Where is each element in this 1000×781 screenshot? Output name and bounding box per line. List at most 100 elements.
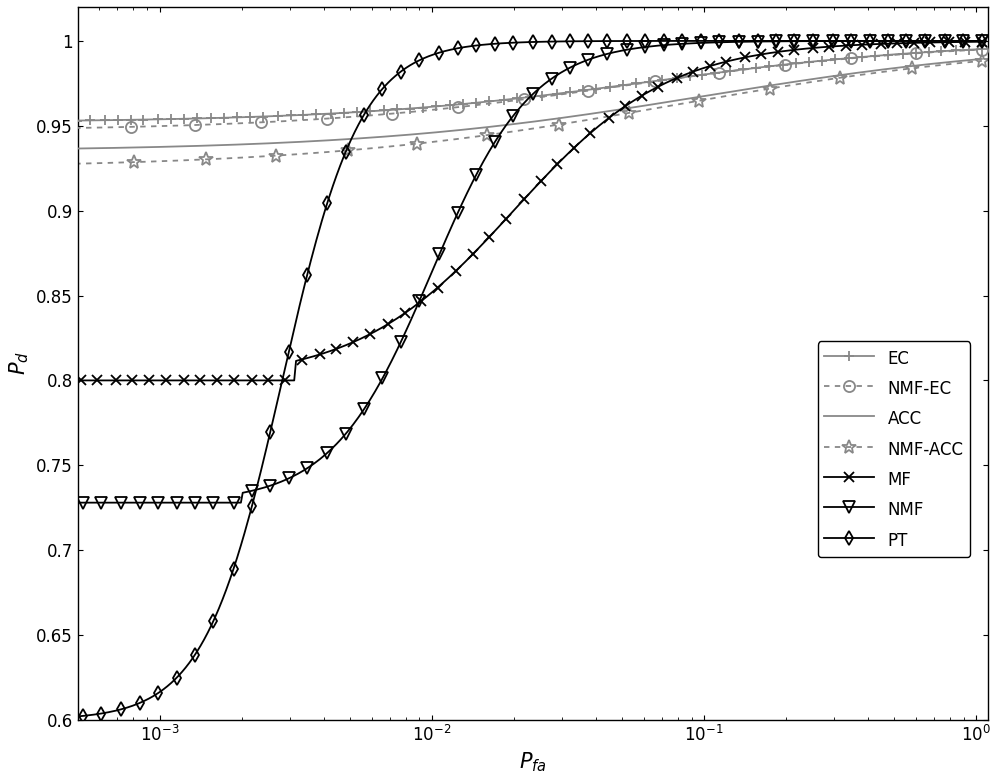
ACC <box>810 74 822 84</box>
NMF-EC <box>189 120 201 130</box>
PT <box>489 39 501 48</box>
EC <box>338 109 350 118</box>
NMF <box>321 448 333 458</box>
NMF <box>939 36 951 45</box>
NMF <box>546 74 558 84</box>
Line: NMF: NMF <box>59 35 987 508</box>
PT <box>470 41 482 50</box>
Line: MF: MF <box>60 37 987 385</box>
NMF <box>882 36 894 45</box>
PT <box>189 650 201 659</box>
NMF <box>639 42 651 52</box>
PT <box>264 427 276 437</box>
NMF <box>827 37 839 46</box>
NMF <box>77 498 89 508</box>
NMF <box>919 36 931 45</box>
PT <box>733 36 745 45</box>
NMF-ACC <box>481 130 493 140</box>
PT <box>976 36 988 45</box>
MF <box>58 376 70 385</box>
PT <box>283 348 295 357</box>
MF <box>875 39 887 48</box>
PT <box>301 270 313 280</box>
PT <box>527 37 539 47</box>
PT <box>207 616 219 626</box>
NMF <box>171 498 183 508</box>
NMF <box>695 38 707 48</box>
NMF-ACC <box>553 119 565 129</box>
Line: EC: EC <box>60 45 987 126</box>
NMF-EC <box>255 118 267 127</box>
NMF <box>264 481 276 490</box>
PT <box>807 36 819 45</box>
NMF <box>152 498 164 508</box>
NMF-ACC <box>976 56 988 66</box>
NMF <box>733 37 745 47</box>
NMF-ACC <box>200 155 212 164</box>
NMF <box>527 89 539 98</box>
PT <box>134 698 146 708</box>
PT <box>882 36 894 45</box>
EC <box>58 116 70 126</box>
NMF-EC <box>845 54 857 63</box>
NMF <box>864 36 876 45</box>
NMF <box>228 498 240 508</box>
NMF <box>601 49 613 59</box>
ACC <box>555 113 567 123</box>
ACC <box>954 56 966 66</box>
MF <box>399 308 411 318</box>
PT <box>358 110 370 119</box>
NMF-ACC <box>764 84 776 93</box>
NMF-EC <box>910 48 922 58</box>
NMF <box>582 55 594 64</box>
NMF <box>489 137 501 147</box>
NMF <box>807 37 819 46</box>
MF <box>160 376 172 385</box>
EC <box>272 111 284 120</box>
PT <box>340 147 352 156</box>
PT <box>564 37 576 46</box>
PT <box>452 44 464 53</box>
NMF <box>752 37 764 46</box>
PT <box>58 713 70 722</box>
NMF-EC <box>386 109 398 119</box>
MF <box>279 376 291 385</box>
MF <box>959 37 971 47</box>
NMF <box>507 112 519 121</box>
NMF <box>301 464 313 473</box>
PT <box>713 36 725 45</box>
PT <box>919 36 931 45</box>
MF <box>976 37 988 46</box>
NMF <box>770 37 782 46</box>
EC <box>843 53 855 62</box>
NMF <box>676 39 688 48</box>
PT <box>95 709 107 719</box>
NMF-ACC <box>270 151 282 160</box>
NMF <box>134 498 146 508</box>
NMF <box>189 498 201 508</box>
Line: NMF-ACC: NMF-ACC <box>57 54 989 171</box>
NMF <box>452 208 464 217</box>
NMF <box>395 337 407 347</box>
PT <box>788 36 800 45</box>
NMF-ACC <box>58 159 70 169</box>
NMF <box>95 498 107 508</box>
NMF-EC <box>125 122 137 131</box>
PT <box>246 501 258 511</box>
PT <box>639 36 651 45</box>
PT <box>695 36 707 45</box>
ACC <box>500 120 512 130</box>
ACC <box>976 54 988 63</box>
ACC <box>494 121 506 130</box>
PT <box>939 36 951 45</box>
PT <box>546 37 558 46</box>
NMF <box>564 63 576 73</box>
NMF <box>115 498 127 508</box>
NMF <box>283 474 295 483</box>
NMF-ACC <box>906 63 918 73</box>
NMF-ACC <box>342 146 354 155</box>
Line: PT: PT <box>60 36 987 722</box>
NMF-EC <box>779 60 791 70</box>
EC <box>829 55 841 64</box>
NMF <box>658 41 670 50</box>
